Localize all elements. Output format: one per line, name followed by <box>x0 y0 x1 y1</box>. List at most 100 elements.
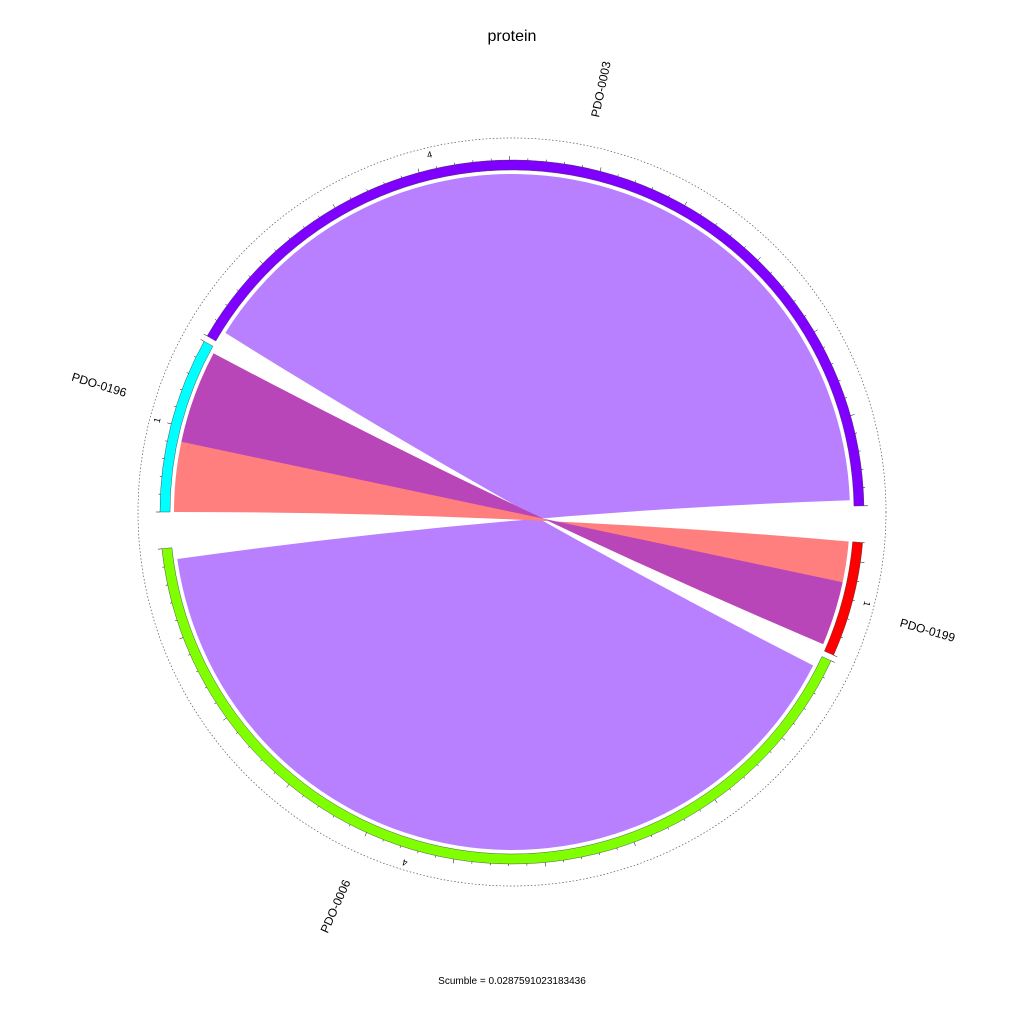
sector-name-label: PDO-0199 <box>898 616 957 645</box>
axis-tick <box>838 379 841 382</box>
axis-tick <box>847 618 850 620</box>
axis-tick <box>349 197 352 200</box>
outer-track-ring <box>137 137 887 887</box>
axis-tick <box>204 686 207 689</box>
axis-tick <box>831 363 834 365</box>
axis-tick <box>236 289 239 291</box>
axis-tick <box>840 636 843 639</box>
sector-arc <box>159 341 214 513</box>
axis-tick <box>203 333 208 337</box>
axis-tick <box>650 835 653 838</box>
axis-tick <box>729 788 732 791</box>
axis-tick <box>700 212 702 215</box>
axis-tick <box>383 182 385 185</box>
axis-tick <box>167 422 172 425</box>
axis-tick <box>382 839 384 842</box>
link-overlap <box>181 353 843 645</box>
axis-tick <box>617 174 619 177</box>
axis-tick <box>223 717 227 721</box>
axis-tick <box>169 602 172 604</box>
axis-tick <box>769 751 772 754</box>
axis-tick <box>813 692 816 695</box>
axis-tick <box>823 346 826 348</box>
link-pdo-0003-pdo-0006 <box>177 173 850 850</box>
axis-tick <box>804 314 807 317</box>
axis-tick <box>730 234 732 237</box>
axis-tick <box>756 764 759 767</box>
axis-tick <box>616 847 618 851</box>
axis-tick <box>634 180 636 183</box>
axis-tick <box>715 223 718 226</box>
axis-tick <box>273 772 276 775</box>
sector-total-label: 4 <box>426 149 433 160</box>
axis-tick <box>188 654 191 656</box>
axis-tick <box>400 175 402 178</box>
axis-tick <box>200 339 205 342</box>
axis-tick <box>684 201 687 206</box>
axis-tick <box>302 226 305 228</box>
axis-tick <box>814 329 818 332</box>
axis-tick <box>599 167 602 172</box>
axis-tick <box>348 824 351 827</box>
axis-tick <box>757 257 761 261</box>
axis-tick <box>633 842 636 846</box>
axis-tick <box>248 275 251 278</box>
sector-name-label: PDO-0003 <box>588 60 614 119</box>
axis-tick <box>247 746 250 748</box>
sector-arc <box>824 541 863 656</box>
axis-tick <box>179 637 184 640</box>
axis-tick <box>399 845 401 848</box>
axis-tick <box>186 372 189 374</box>
axis-tick <box>214 319 217 321</box>
sector-arc <box>206 159 865 507</box>
sector-total-label: 4 <box>401 857 409 868</box>
axis-tick <box>235 732 238 734</box>
scumble-caption: Scumble = 0.0287591023183436 <box>438 976 586 987</box>
axis-tick <box>196 670 199 673</box>
sector-arc <box>161 547 832 865</box>
axis-tick <box>803 708 806 710</box>
axis-tick <box>743 776 746 779</box>
axis-tick <box>332 815 335 818</box>
axis-tick <box>744 245 746 248</box>
sector-total-label: 1 <box>152 417 163 424</box>
axis-tick <box>225 303 228 306</box>
axis-tick <box>317 805 319 808</box>
axis-tick <box>860 561 865 563</box>
axis-tick <box>850 414 855 416</box>
axis-tick <box>782 285 785 288</box>
axis-tick <box>214 702 217 705</box>
axis-tick <box>852 599 855 601</box>
axis-tick <box>822 676 825 679</box>
axis-tick <box>332 204 336 208</box>
sector-total-label: 1 <box>861 600 872 607</box>
axis-tick <box>683 819 686 822</box>
sector-name-label: PDO-0006 <box>318 877 354 935</box>
axis-tick <box>452 859 455 864</box>
axis-tick <box>793 299 796 302</box>
axis-tick <box>770 271 773 274</box>
sector-name-label: PDO-0196 <box>70 370 129 400</box>
axis-tick <box>651 187 654 190</box>
chart-title: protein <box>487 28 537 45</box>
axis-tick <box>259 260 263 264</box>
axis-tick <box>174 405 177 407</box>
axis-tick <box>417 168 420 173</box>
links-group <box>174 173 850 850</box>
axis-tick <box>179 388 182 391</box>
axis-tick <box>175 620 178 622</box>
axis-tick <box>286 784 290 788</box>
axis-tick <box>668 194 670 197</box>
axis-tick <box>366 189 368 192</box>
axis-tick <box>699 809 701 812</box>
axis-tick <box>667 827 669 830</box>
axis-tick <box>844 397 848 399</box>
axis-tick <box>302 795 304 798</box>
axis-tick <box>260 759 263 762</box>
axis-tick <box>288 237 291 240</box>
axis-tick <box>274 249 277 252</box>
axis-tick <box>417 851 419 854</box>
axis-tick <box>193 356 197 358</box>
axis-tick <box>714 799 718 804</box>
